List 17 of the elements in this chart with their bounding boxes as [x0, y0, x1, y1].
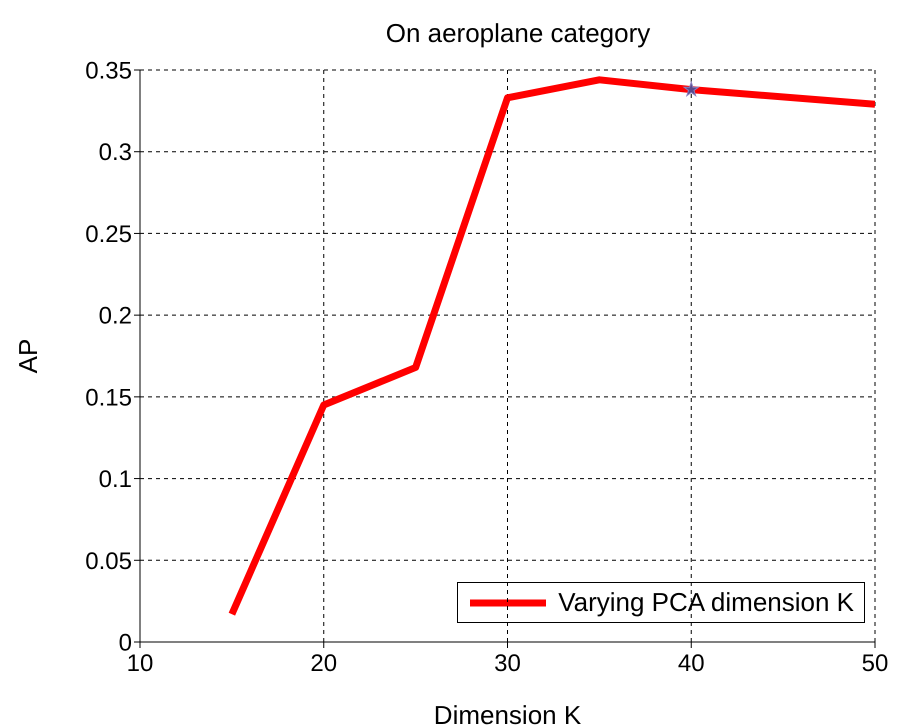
- y-tick-label: 0.2: [98, 302, 132, 330]
- y-tick-label: 0.05: [85, 548, 132, 575]
- y-tick-label: 0.1: [98, 466, 132, 494]
- legend-box: Varying PCA dimension K: [457, 582, 865, 623]
- x-tick-label: 10: [126, 650, 154, 678]
- chart-title: On aeroplane category: [384, 18, 652, 49]
- x-axis-title: Dimension K: [434, 700, 582, 728]
- x-tick-label: 50: [862, 650, 888, 678]
- y-tick-label: 0.15: [85, 384, 132, 412]
- y-tick-label: 0.25: [85, 220, 132, 248]
- x-tick-label: 30: [494, 650, 521, 678]
- y-axis-title: AP: [13, 338, 44, 374]
- x-tick-label: 40: [678, 650, 705, 678]
- x-tick-label: 20: [310, 650, 338, 678]
- y-tick-label: 0.3: [98, 139, 132, 166]
- y-tick-label: 0.35: [85, 58, 132, 85]
- legend-label: Varying PCA dimension K: [558, 587, 854, 618]
